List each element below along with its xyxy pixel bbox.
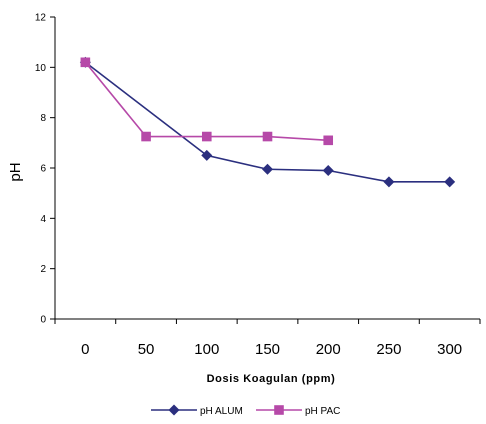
legend-label-alum: pH ALUM — [200, 406, 243, 417]
y-tick-label: 12 — [35, 13, 47, 24]
y-tick-label: 10 — [35, 63, 47, 74]
series-line-alum — [84, 61, 450, 183]
x-tick-label: 0 — [81, 341, 89, 358]
x-tick-label: 50 — [138, 341, 155, 358]
data-point-alum — [262, 163, 273, 175]
x-tick-label: 200 — [316, 341, 341, 358]
plot-area — [79, 56, 456, 188]
legend: pH ALUM pH PAC — [151, 404, 340, 417]
data-point-alum — [322, 165, 334, 177]
legend-label-pac: pH PAC — [305, 406, 340, 417]
data-point-pac — [141, 131, 151, 142]
y-tick-label: 4 — [40, 214, 46, 225]
data-point-pac — [201, 131, 212, 142]
data-point-alum — [383, 176, 395, 188]
series-line-pac — [84, 61, 329, 142]
y-tick-label: 8 — [40, 113, 46, 124]
x-tick-label: 250 — [376, 341, 401, 358]
legend-marker-alum — [168, 404, 180, 416]
y-tick-label: 2 — [40, 264, 46, 275]
axes: 0 2 4 6 8 10 12 0 50 100 150 200 250 300 — [35, 13, 481, 358]
y-tick-label: 6 — [40, 164, 46, 175]
data-point-pac — [262, 131, 273, 142]
data-point-alum — [201, 149, 213, 161]
data-point-pac — [80, 57, 91, 68]
data-point-alum — [444, 176, 456, 188]
x-tick-label: 100 — [194, 341, 219, 358]
y-tick-label: 0 — [40, 315, 46, 326]
x-axis-label: Dosis Koagulan (ppm) — [207, 373, 336, 385]
legend-marker-pac — [274, 405, 284, 415]
x-tick-label: 150 — [255, 341, 280, 358]
y-axis-label: pH — [7, 162, 24, 181]
x-tick-label: 300 — [437, 341, 462, 358]
data-point-pac — [323, 135, 334, 146]
